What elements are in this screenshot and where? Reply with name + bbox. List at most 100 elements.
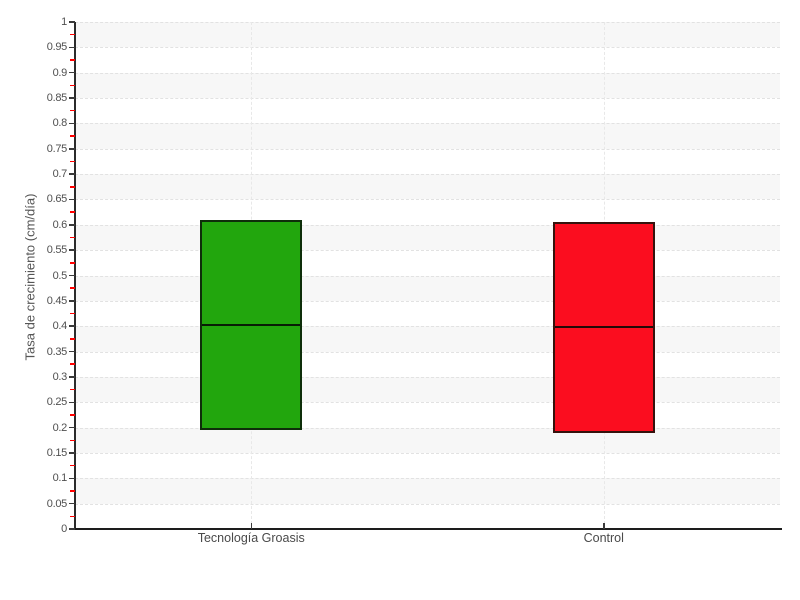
y-tick-label: 0.3 <box>52 370 68 383</box>
y-tick <box>69 198 75 201</box>
background-band <box>75 250 780 275</box>
y-tick <box>69 21 75 23</box>
h-gridline <box>75 199 780 201</box>
background-band <box>75 149 780 174</box>
y-minor-tick <box>70 490 75 492</box>
h-gridline <box>75 376 780 378</box>
plot-area <box>75 22 780 529</box>
y-tick-label: 0.75 <box>46 142 68 155</box>
y-minor-tick <box>70 186 75 188</box>
y-minor-tick <box>70 109 75 112</box>
y-tick-label: 0.05 <box>46 497 68 510</box>
y-minor-tick <box>70 160 75 163</box>
h-gridline <box>75 478 780 480</box>
h-gridline <box>75 326 780 328</box>
h-gridline <box>75 98 780 100</box>
y-tick <box>69 173 75 175</box>
background-band <box>75 427 780 453</box>
h-gridline <box>75 402 780 404</box>
x-tick <box>250 523 252 529</box>
y-tick-label: 0.25 <box>46 396 68 409</box>
y-tick-label: 0.85 <box>46 92 68 105</box>
h-gridline <box>75 250 780 252</box>
y-tick <box>69 325 75 327</box>
y-tick <box>69 97 75 99</box>
y-tick-label: 0.4 <box>52 320 68 333</box>
h-gridline <box>75 72 780 74</box>
h-gridline <box>75 275 780 277</box>
y-tick <box>69 502 75 505</box>
h-gridline <box>75 148 780 150</box>
h-gridline <box>75 22 780 23</box>
box-control <box>552 222 655 433</box>
y-tick <box>69 122 75 125</box>
y-tick <box>69 376 75 378</box>
background-band <box>75 326 780 352</box>
y-tick <box>69 148 75 150</box>
background-band <box>75 98 780 123</box>
y-tick <box>69 350 75 353</box>
y-minor-tick <box>70 33 75 36</box>
y-minor-tick <box>70 414 75 416</box>
y-minor-tick <box>70 211 75 213</box>
h-gridline <box>75 300 780 302</box>
h-gridline <box>75 452 780 454</box>
x-axis-line <box>74 528 782 530</box>
background-band <box>75 275 780 301</box>
background-band <box>75 123 780 149</box>
y-tick <box>69 452 75 454</box>
y-tick <box>69 426 75 429</box>
background-band <box>75 224 780 251</box>
box-tecnologia-groasis <box>200 219 303 431</box>
h-gridline <box>75 224 780 226</box>
y-minor-tick <box>70 363 75 365</box>
background-band <box>75 174 780 200</box>
y-minor-tick <box>70 388 75 391</box>
y-tick <box>69 71 75 74</box>
h-gridline <box>75 351 780 353</box>
y-tick-label: 0.45 <box>46 294 68 307</box>
background-band <box>75 376 780 403</box>
y-tick <box>69 401 75 403</box>
y-minor-tick <box>70 84 75 87</box>
y-tick-label: 0.1 <box>52 472 68 485</box>
background-band <box>75 504 780 529</box>
y-tick-label: 0.35 <box>46 345 68 358</box>
h-gridline <box>75 427 780 429</box>
y-minor-tick <box>70 515 75 518</box>
background-band <box>75 72 780 99</box>
y-tick <box>69 477 75 480</box>
y-tick-label: 0.7 <box>52 168 68 181</box>
background-band <box>75 47 780 72</box>
x-tick <box>603 523 605 529</box>
background-band <box>75 402 780 427</box>
y-minor-tick <box>70 312 75 315</box>
y-minor-tick <box>70 439 75 442</box>
y-tick <box>69 274 75 277</box>
background-band <box>75 453 780 478</box>
y-tick-label: 0.55 <box>46 244 68 257</box>
median-line-tecnologia-groasis <box>202 323 301 326</box>
y-tick-label: 0.8 <box>52 117 68 130</box>
background-band <box>75 199 780 224</box>
y-minor-tick <box>70 236 75 239</box>
h-gridline <box>75 174 780 176</box>
y-tick-label: 1 <box>61 16 67 28</box>
y-tick-label: 0.95 <box>46 41 68 54</box>
y-minor-tick <box>70 59 75 61</box>
y-tick <box>69 300 75 302</box>
y-minor-tick <box>70 135 75 137</box>
y-minor-tick <box>70 338 75 340</box>
y-tick-label: 0.65 <box>46 193 68 206</box>
median-line-control <box>554 326 653 329</box>
y-tick <box>69 224 75 226</box>
h-gridline <box>75 123 780 125</box>
y-tick-label: 0.6 <box>52 218 68 231</box>
background-band <box>75 22 780 48</box>
h-gridline <box>75 47 780 49</box>
y-tick-label: 0 <box>61 523 67 535</box>
y-minor-tick <box>70 262 75 264</box>
y-tick-label: 0.15 <box>46 446 68 459</box>
y-tick-label: 0.2 <box>52 421 68 434</box>
